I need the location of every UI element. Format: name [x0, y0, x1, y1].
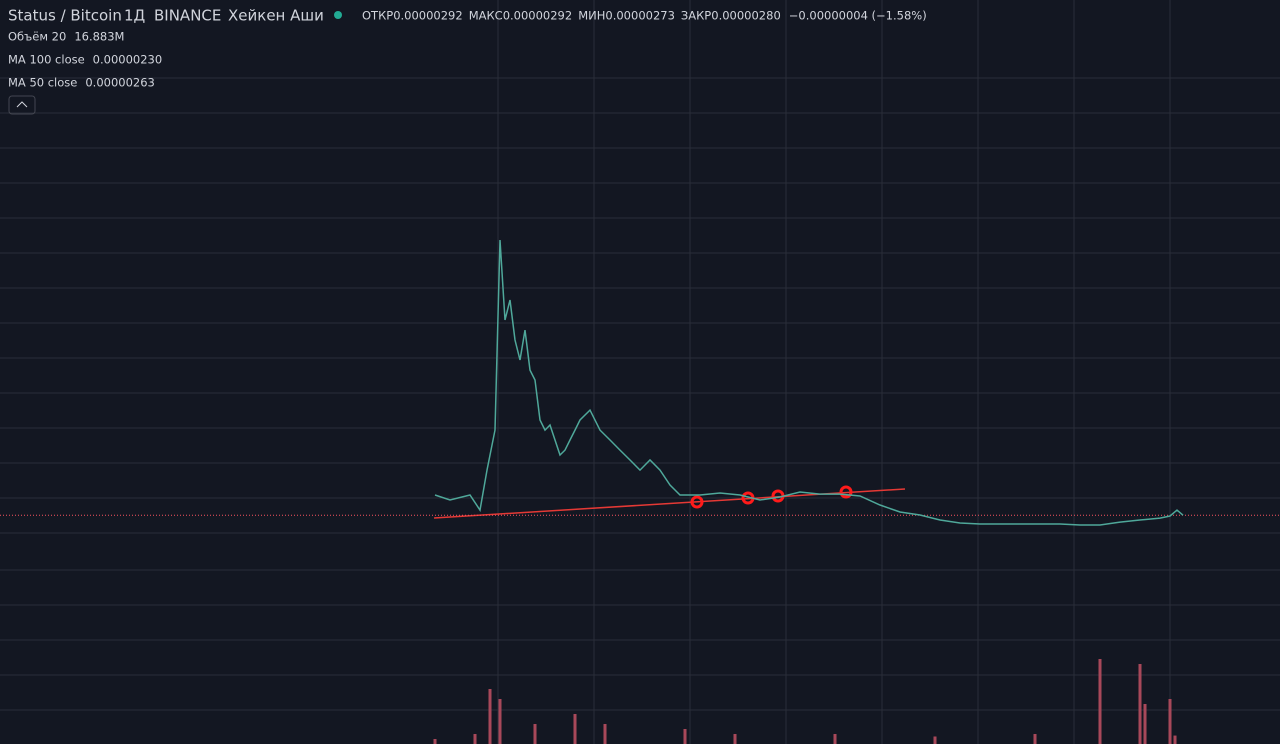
volume-bar [498, 699, 502, 744]
ohlc: ОТКР 0.00000292 МАКС 0.00000292 МИН 0.0000027… [362, 9, 927, 23]
volume-bar [603, 724, 607, 744]
volume-bar [1173, 735, 1177, 744]
change: −0.00000004 (−1.58%) [789, 9, 927, 23]
volume-bar [733, 734, 737, 744]
ohlc-label: ЗАКР [681, 9, 711, 23]
volume-bar [833, 734, 837, 744]
volume-bar [1033, 734, 1037, 744]
indicator-name: MA 100 close [8, 53, 85, 67]
indicator-value: 0.00000230 [93, 53, 163, 67]
ohlc-label: МИН [578, 9, 605, 23]
volume-bar [473, 734, 477, 744]
volume-bar [1168, 699, 1172, 744]
plot [0, 239, 1280, 744]
volume-bar [433, 739, 437, 744]
chart-style: Хейкен Аши [228, 7, 324, 25]
collapse-button[interactable] [8, 95, 36, 115]
price-line [434, 239, 1184, 526]
volume-bar [1098, 659, 1102, 744]
volume-bar [683, 729, 687, 744]
indicator-value: 0.00000263 [85, 76, 155, 90]
indicator-value: 16.883M [74, 30, 124, 44]
exchange: BINANCE [154, 7, 221, 25]
symbol: Status / Bitcoin [8, 7, 122, 25]
indicators: Объём 20 16.883M MA 100 close 0.00000230 MA … [8, 30, 162, 90]
volume-bar [533, 724, 537, 744]
annotation-circles [690, 485, 853, 509]
ohlc-value: 0.00000292 [503, 9, 573, 23]
status-dot [334, 11, 342, 19]
ohlc-value: 0.00000292 [393, 9, 463, 23]
indicator-name: Объём 20 [8, 30, 66, 44]
legend: Status / Bitcoin 1Д BINANCE Хейкен Аши О… [8, 7, 927, 115]
interval: 1Д [124, 7, 145, 25]
volume-bar [933, 736, 937, 744]
ohlc-label: ОТКР [362, 9, 393, 23]
volume-bar [573, 714, 577, 744]
volume-bar [1138, 664, 1142, 744]
indicator-name: MA 50 close [8, 76, 77, 90]
volume-bar [1143, 704, 1147, 744]
ohlc-value: 0.00000273 [605, 9, 675, 23]
volume-bar [488, 689, 492, 744]
collapse-icon [16, 101, 28, 108]
ohlc-value: 0.00000280 [711, 9, 781, 23]
ohlc-label: МАКС [469, 9, 503, 23]
